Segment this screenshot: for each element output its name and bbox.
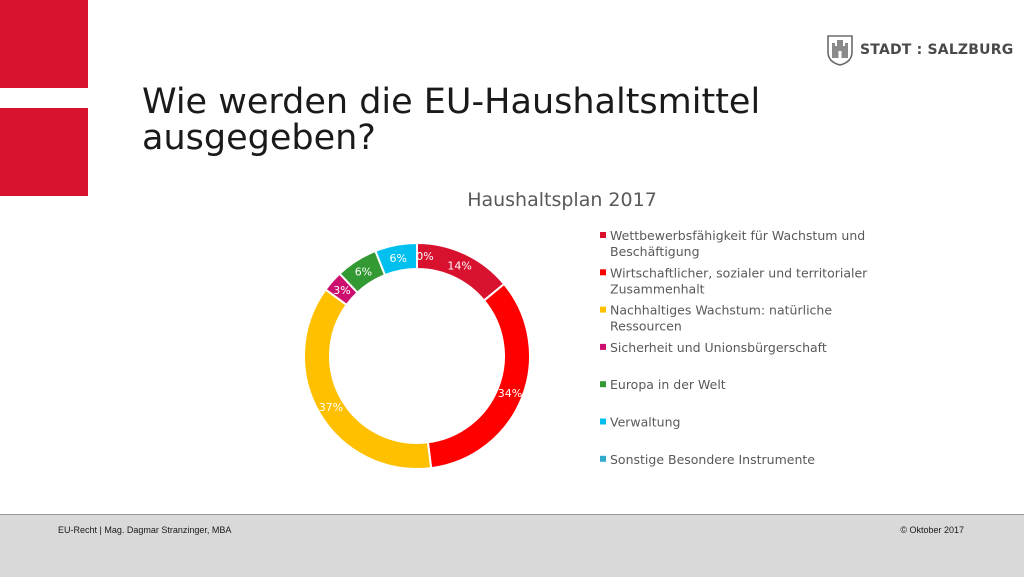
legend-swatch	[600, 232, 606, 238]
slice-verwaltung	[374, 241, 418, 277]
legend-item-wirtschaftlicher-sozialer-und-territorialer-zusammenhalt: Wirtschaftlicher, sozialer und territori…	[600, 265, 868, 296]
legend-swatch	[600, 455, 606, 462]
legend-label: Europa in der Welt	[610, 377, 726, 392]
data-label-wettbewerbsf-higkeit-f-r-wachstum-und-besch-ftigung: 14%	[447, 260, 471, 273]
brand-red-block-bottom	[0, 108, 88, 196]
chart-legend: Wettbewerbsfähigkeit für Wachstum und Bes…	[600, 228, 868, 467]
legend-swatch	[600, 381, 606, 388]
legend-swatch	[600, 418, 606, 425]
logo-text: STADT : SALZBURG	[860, 42, 1014, 58]
legend-label: Nachhaltiges Wachstum: natürliche Ressour…	[610, 303, 832, 334]
data-label-sicherheit-und-unionsb-rgerschaft: 3%	[333, 284, 350, 297]
legend-swatch	[600, 343, 606, 350]
slice-nachhaltiges-wachstum-nat-rliche-ressourcen	[303, 288, 433, 470]
legend-label: Wettbewerbsfähigkeit für Wachstum und Bes…	[610, 228, 865, 259]
footer-date: © Oktober 2017	[900, 525, 964, 535]
city-crest-icon	[827, 35, 853, 66]
legend-label: Sicherheit und Unionsbürgerschaft	[610, 340, 827, 355]
legend-item-europa-in-der-welt: Europa in der Welt	[600, 377, 726, 392]
slice-wirtschaftlicher-sozialer-und-territorialer-zusammenhalt	[426, 282, 531, 470]
chart-title: Haushaltsplan 2017	[467, 189, 657, 211]
data-label-wirtschaftlicher-sozialer-und-territorialer-zusammenhalt: 34%	[498, 387, 522, 400]
legend-item-verwaltung: Verwaltung	[600, 415, 680, 430]
brand-red-block-top	[0, 0, 88, 88]
slide-title: Wie werden die EU-Haushaltsmittel ausgeg…	[142, 82, 761, 158]
doughnut-chart: Haushaltsplan 2017 14% 34% 37% 3% 6% 6% 0% Wet…	[303, 189, 868, 470]
legend-swatch	[600, 306, 606, 313]
legend-item-sicherheit-und-unionsb-rgerschaft: Sicherheit und Unionsbürgerschaft	[600, 340, 827, 355]
legend-swatch	[600, 269, 606, 276]
data-label-verwaltung: 6%	[390, 252, 407, 265]
legend-item-nachhaltiges-wachstum-nat-rliche-ressourcen: Nachhaltiges Wachstum: natürliche Ressour…	[600, 303, 832, 334]
stadt-salzburg-logo: STADT : SALZBURG	[826, 34, 1013, 66]
legend-label: Wirtschaftlicher, sozialer und territori…	[610, 265, 868, 296]
data-label-sonstige-besondere-instrumente: 0%	[416, 250, 433, 263]
data-label-europa-in-der-welt: 6%	[355, 266, 372, 279]
data-label-nachhaltiges-wachstum-nat-rliche-ressourcen: 37%	[319, 401, 343, 414]
legend-label: Verwaltung	[610, 415, 680, 430]
legend-item-wettbewerbsf-higkeit-f-r-wachstum-und-besch-ftigung: Wettbewerbsfähigkeit für Wachstum und Bes…	[600, 228, 865, 259]
footer-author: EU-Recht | Mag. Dagmar Stranzinger, MBA	[58, 525, 232, 535]
legend-item-sonstige-besondere-instrumente: Sonstige Besondere Instrumente	[600, 452, 815, 467]
legend-label: Sonstige Besondere Instrumente	[610, 452, 815, 467]
footer-bar: EU-Recht | Mag. Dagmar Stranzinger, MBA …	[0, 514, 1024, 577]
chart-slices	[303, 241, 531, 470]
chart-data-labels: 14% 34% 37% 3% 6% 6% 0%	[319, 250, 523, 414]
